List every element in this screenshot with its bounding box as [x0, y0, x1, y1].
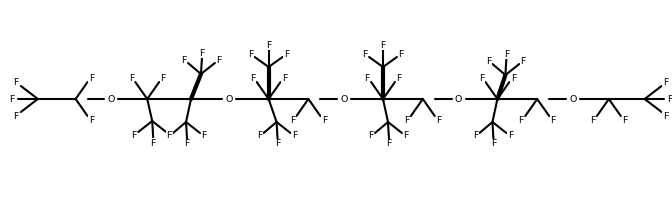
Text: F: F [521, 57, 526, 65]
Text: F: F [284, 49, 289, 59]
Text: F: F [404, 115, 409, 125]
Text: O: O [108, 95, 115, 103]
Text: F: F [590, 115, 595, 125]
Text: F: F [151, 138, 156, 148]
Text: F: F [486, 57, 491, 65]
Text: F: F [132, 130, 137, 139]
Text: F: F [13, 77, 19, 86]
Text: F: F [201, 132, 206, 140]
Text: F: F [200, 48, 205, 58]
Text: F: F [161, 73, 166, 83]
Text: F: F [436, 115, 442, 125]
Text: F: F [89, 115, 94, 125]
Text: F: F [322, 115, 327, 125]
Text: F: F [266, 41, 271, 49]
Text: F: F [504, 49, 509, 59]
Text: F: F [257, 132, 262, 140]
Text: F: F [282, 73, 287, 83]
Text: F: F [290, 115, 295, 125]
Text: F: F [167, 132, 172, 140]
Text: F: F [9, 95, 15, 103]
Text: F: F [663, 77, 668, 86]
Text: F: F [216, 56, 222, 64]
Text: F: F [511, 73, 516, 83]
Text: F: F [250, 73, 255, 83]
Text: F: F [667, 95, 672, 103]
Text: F: F [479, 73, 485, 83]
Text: O: O [225, 95, 233, 103]
Text: F: F [386, 139, 392, 149]
Text: F: F [13, 112, 19, 121]
Text: F: F [507, 132, 513, 140]
Text: O: O [569, 95, 577, 103]
Text: O: O [455, 95, 462, 103]
Text: F: F [275, 139, 280, 149]
Text: F: F [364, 73, 370, 83]
Text: F: F [248, 49, 253, 59]
Text: O: O [341, 95, 348, 103]
Text: F: F [128, 73, 134, 83]
Text: F: F [184, 139, 190, 149]
Text: F: F [89, 73, 94, 83]
Text: F: F [473, 132, 478, 140]
Text: F: F [398, 49, 404, 59]
Text: F: F [380, 41, 386, 49]
Text: F: F [491, 139, 496, 149]
Text: F: F [622, 115, 628, 125]
Text: F: F [519, 115, 524, 125]
Text: F: F [368, 132, 374, 140]
Text: F: F [181, 56, 187, 64]
Text: F: F [663, 112, 668, 121]
Text: F: F [396, 73, 402, 83]
Text: F: F [167, 130, 173, 139]
Text: F: F [362, 49, 368, 59]
Text: F: F [550, 115, 556, 125]
Text: F: F [403, 132, 409, 140]
Text: F: F [292, 132, 297, 140]
